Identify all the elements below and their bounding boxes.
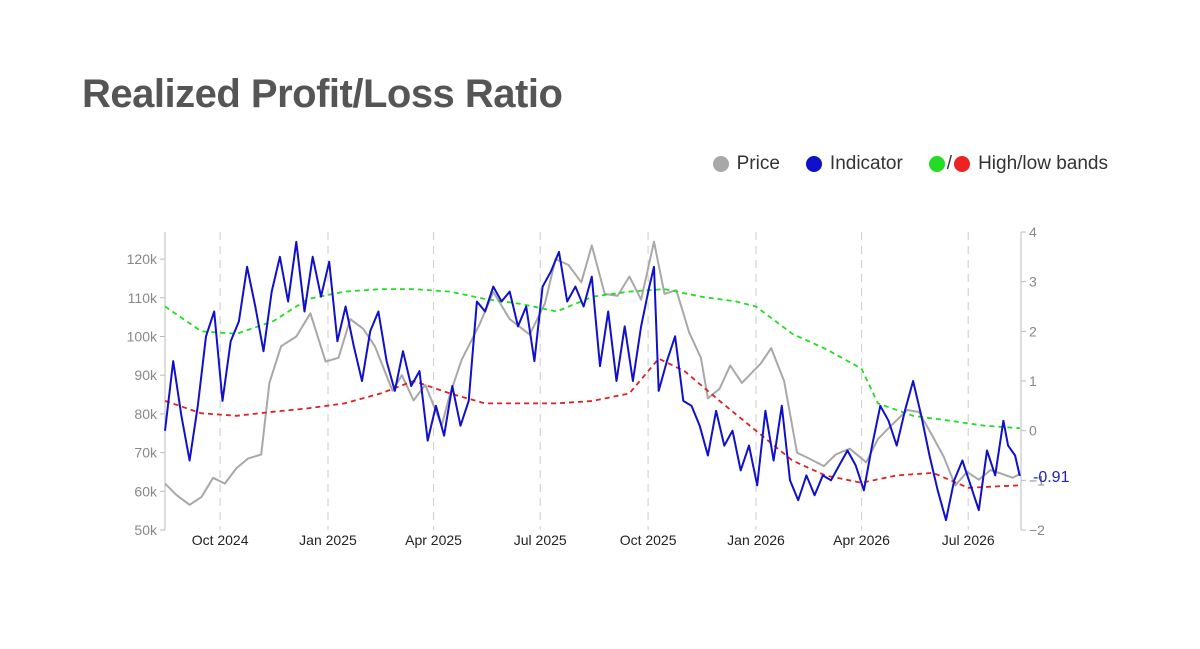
right-tick-label: 1 [1029,373,1037,389]
left-tick-label: 60k [134,483,158,499]
left-tick-label: 80k [134,406,158,422]
indicator-line [164,240,1021,522]
x-tick-label: Apr 2026 [833,532,890,548]
legend-bands-label: High/low bands [978,153,1108,174]
legend-indicator-label: Indicator [829,153,903,174]
high-band-legend-dot-icon [928,156,945,172]
left-tick-label: 110k [128,290,158,306]
x-tick-label: Jan 2025 [299,532,357,548]
x-tick-label: Jul 2026 [942,532,995,548]
legend-item-price[interactable]: Price [712,153,780,175]
grid-lines [219,232,969,530]
page-title: Realized Profit/Loss Ratio [82,72,563,116]
price-legend-dot-icon [712,156,729,172]
low-band-line [164,357,1020,489]
legend-item-bands[interactable]: / High/low bands [928,153,1108,175]
right-tick-label: 2 [1029,323,1037,339]
axes [164,232,1022,530]
right-tick-label: −1 [1029,472,1045,488]
right-axis-ticks: −2 −1 0 1 2 3 4 [1021,224,1045,538]
indicator-legend-dot-icon [805,156,822,172]
right-tick-label: 0 [1029,423,1037,439]
left-tick-label: 90k [134,367,158,383]
x-tick-label: Jan 2026 [727,532,785,548]
chart-legend: Price Indicator / High/low bands [712,153,1108,175]
left-axis-ticks: 50k 60k 70k 80k 90k 100k 110k 120k [127,251,165,538]
x-tick-label: Apr 2025 [405,532,462,548]
low-band-legend-dot-icon [954,156,971,172]
x-tick-label: Oct 2024 [192,532,249,548]
indicator-end-label: -0.91 [1033,469,1070,486]
legend-bands-separator: / [946,153,953,174]
x-tick-label: Jul 2025 [514,532,567,548]
right-tick-label: −2 [1029,522,1045,538]
high-band-line [164,288,1020,430]
legend-price-label: Price [736,153,780,174]
legend-item-indicator[interactable]: Indicator [805,153,903,175]
right-tick-label: 3 [1029,274,1037,290]
right-tick-label: 4 [1029,224,1037,240]
price-line [164,240,1021,506]
x-axis-ticks: Oct 2024 Jan 2025 Apr 2025 Jul 2025 Oct 2025… [192,532,995,548]
left-tick-label: 120k [127,251,158,267]
left-tick-label: 50k [134,522,158,538]
left-tick-label: 100k [127,328,158,344]
series-lines [164,240,1021,522]
x-tick-label: Oct 2025 [620,532,677,548]
left-tick-label: 70k [134,445,158,461]
